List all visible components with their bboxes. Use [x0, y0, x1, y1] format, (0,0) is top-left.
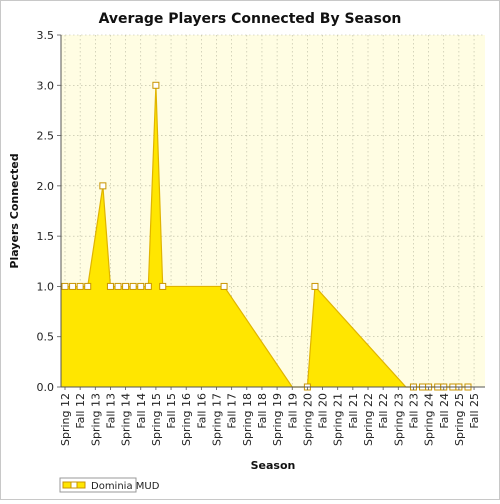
x-tick-label: Spring 25: [453, 393, 466, 446]
x-tick-label: Fall 18: [256, 393, 269, 429]
chart-title: Average Players Connected By Season: [99, 11, 402, 27]
data-point-marker: [311, 282, 319, 290]
x-tick-label: Spring 19: [271, 393, 284, 446]
x-tick-label: Fall 23: [407, 393, 420, 429]
y-tick-label: 1.0: [37, 280, 55, 293]
legend: Dominia MUD: [59, 477, 160, 493]
x-tick-label: Fall 19: [286, 393, 299, 429]
x-tick-label: Fall 12: [74, 393, 87, 429]
x-tick-label: Spring 22: [362, 393, 375, 446]
data-point-marker: [61, 282, 69, 290]
x-tick-label: Fall 15: [165, 393, 178, 429]
y-tick-label: 3.0: [37, 79, 55, 92]
x-tick-label: Spring 24: [423, 393, 436, 446]
data-point-marker: [220, 282, 228, 290]
x-tick-label: Spring 14: [120, 393, 133, 446]
x-tick-label: Fall 17: [226, 393, 239, 429]
x-tick-label: Spring 23: [392, 393, 405, 446]
data-point-marker: [84, 282, 92, 290]
data-point-marker: [69, 282, 77, 290]
data-point-marker: [144, 282, 152, 290]
x-tick-label: Fall 14: [135, 393, 148, 429]
data-point-marker: [159, 282, 167, 290]
x-tick-label: Spring 16: [180, 393, 193, 446]
x-tick-label: Spring 21: [332, 393, 345, 446]
x-tick-label: Spring 13: [89, 393, 102, 446]
data-point-marker: [129, 282, 137, 290]
data-point-marker: [114, 282, 122, 290]
x-tick-label: Spring 12: [59, 393, 72, 446]
x-tick-label: Spring 17: [211, 393, 224, 446]
x-tick-label: Fall 25: [468, 393, 481, 429]
data-point-marker: [122, 282, 130, 290]
x-tick-label: Spring 18: [241, 393, 254, 446]
y-tick-label: 2.0: [37, 180, 55, 193]
data-point-marker: [106, 282, 114, 290]
y-tick-label: 2.5: [37, 130, 55, 143]
y-tick-label: 3.5: [37, 29, 55, 42]
data-point-marker: [137, 282, 145, 290]
data-point-marker: [76, 282, 84, 290]
y-axis-title: Players Connected: [8, 153, 21, 268]
legend-label: Dominia MUD: [91, 481, 160, 492]
x-axis-title: Season: [251, 459, 296, 472]
x-tick-label: Fall 13: [104, 393, 117, 429]
x-tick-label: Spring 20: [301, 393, 314, 446]
data-point-marker: [99, 182, 107, 190]
legend-marker: [70, 481, 78, 489]
series-area: [61, 85, 468, 388]
x-tick-label: Fall 20: [317, 393, 330, 429]
y-tick-label: 1.5: [37, 230, 55, 243]
x-tick-label: Fall 22: [377, 393, 390, 429]
axis-layer: 0.0 0.5 1.0 1.5 2.0 2.5 3.0 3.5 Spring 12 Fall 12…: [37, 29, 485, 446]
y-tick-label: 0.0: [37, 381, 55, 394]
data-point-marker: [152, 81, 160, 89]
x-tick-label: Fall 24: [438, 393, 451, 429]
x-tick-label: Fall 21: [347, 393, 360, 429]
y-tick-label: 0.5: [37, 331, 55, 344]
x-tick-label: Spring 15: [150, 393, 163, 446]
x-tick-label: Fall 16: [195, 393, 208, 429]
